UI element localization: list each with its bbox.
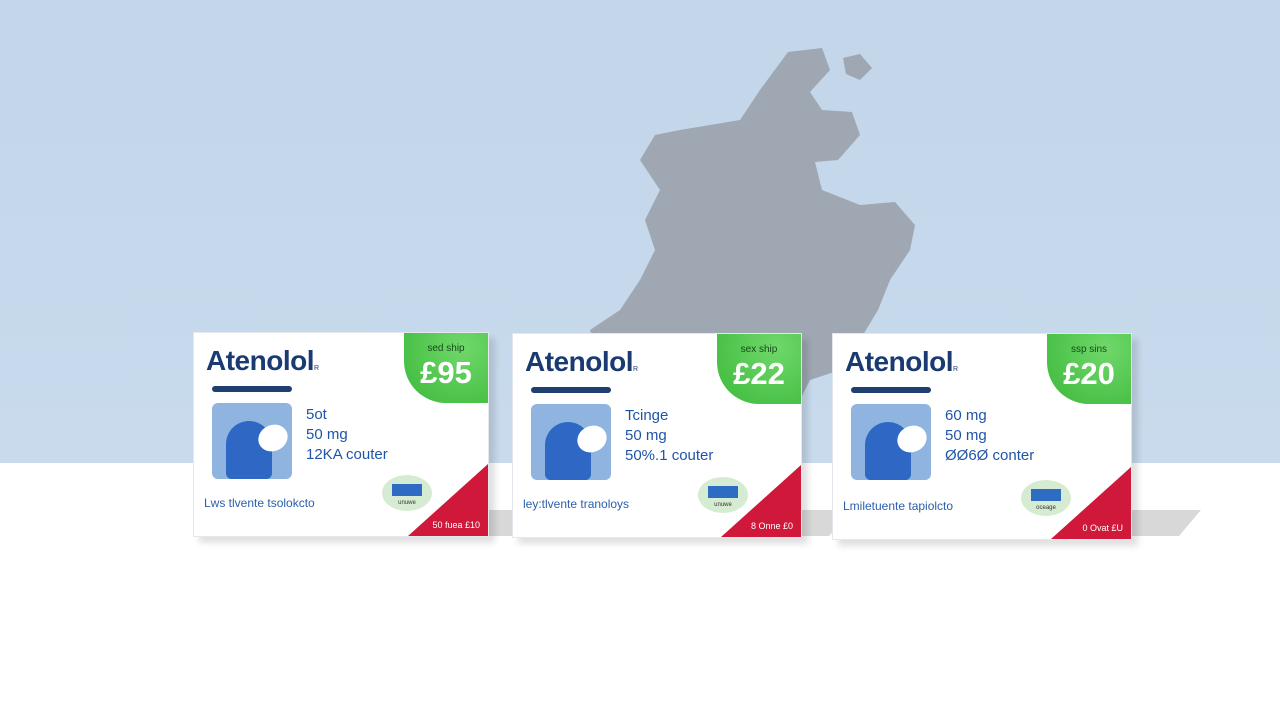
pack-lid — [851, 387, 931, 393]
description: Lws tlvente tsolokcto — [204, 496, 315, 510]
price-badge: sed ship £95 — [404, 333, 488, 403]
product-box-3[interactable]: AtenololR ssp sins £20 60 mg 50 mg ØØ6Ø con… — [832, 333, 1132, 540]
dosage-lines: Tcinge 50 mg 50%.1 couter — [625, 407, 714, 464]
dosage-lines: 60 mg 50 mg ØØ6Ø conter — [945, 407, 1035, 464]
pill-bottle-icon — [212, 403, 292, 479]
corner-banner — [408, 464, 488, 536]
pill-bottle-icon — [531, 404, 611, 480]
price-badge: ssp sins £20 — [1047, 334, 1131, 404]
description: ley:tlvente tranoloys — [523, 497, 630, 511]
corner-text: 50 fuea £10 — [432, 520, 480, 530]
product-box-2[interactable]: AtenololR sex ship £22 Tcinge 50 mg 50%.1 c… — [512, 333, 802, 538]
pill-bottle-icon — [851, 404, 931, 480]
dosage-lines: 5ot 50 mg 12KA couter — [306, 406, 388, 463]
pack-lid — [531, 387, 611, 393]
description: Lmiletuente tapiolcto — [843, 499, 954, 513]
corner-banner — [1051, 467, 1131, 539]
brand-name: AtenololR — [206, 345, 319, 376]
corner-text: 8 Onne £0 — [750, 521, 793, 531]
product-box-1[interactable]: AtenololR sed ship £95 5ot 50 mg 12KA coute… — [193, 332, 489, 537]
pack-lid — [212, 386, 292, 392]
brand-name: AtenololR — [845, 346, 958, 377]
brand-name: AtenololR — [525, 346, 638, 377]
corner-banner — [721, 465, 801, 537]
price-badge: sex ship £22 — [717, 334, 801, 404]
corner-text: 0 Ovat £U — [1082, 523, 1123, 533]
